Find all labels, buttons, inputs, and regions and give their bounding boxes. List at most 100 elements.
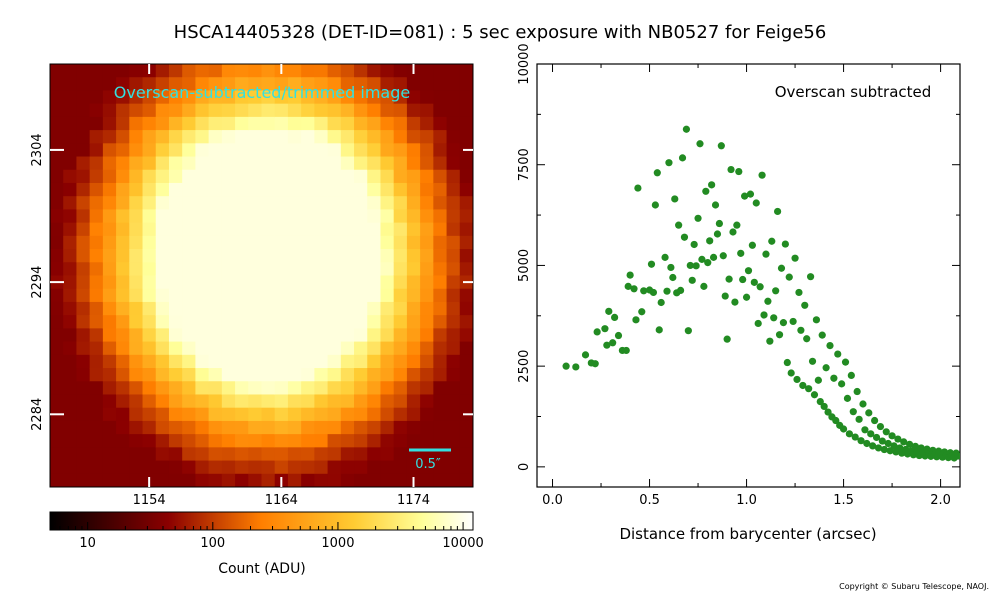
image-pixel [168,328,183,343]
image-pixel [63,420,78,435]
image-pixel [89,77,104,92]
image-pixel [314,315,329,329]
scatter-point [754,319,762,328]
image-pixel [168,420,183,435]
scatter-y-ticks: 0 2500 5000 7500 10000 [517,43,960,471]
scatter-point [711,201,720,209]
image-pixel [274,130,289,144]
image-pixel [142,169,157,184]
image-pixel [248,301,263,316]
image-pixel [274,434,289,448]
image-pixel [208,301,223,316]
scatter-frame [536,63,961,488]
image-pixel [393,209,408,224]
image-pixel [340,143,355,158]
image-pixel [380,143,395,158]
image-pixel [168,169,183,184]
image-pixel [354,156,368,171]
image-pixel [287,394,302,409]
image-pixel [354,328,368,343]
image-pixel [446,394,461,409]
image-pixel [248,460,263,475]
image-pixel [155,473,170,487]
image-pixel [221,103,236,118]
image-pixel [63,341,78,356]
image-pixel [63,275,78,290]
image-pixel [420,315,434,329]
image-pixel [446,341,461,356]
image-pixel [50,473,64,487]
image-pixel [50,169,64,184]
image-pixel [406,90,421,105]
image-pixel [63,156,78,171]
image-pixel [142,434,157,448]
image-pixel [327,420,342,435]
image-pixel [433,103,448,118]
image-pixel [380,156,395,171]
scatter-point [735,167,743,176]
scatter-point [772,287,780,295]
image-pixel [367,130,382,144]
image-pixel [446,301,461,316]
image-pixel [393,315,408,329]
image-pixel [340,196,355,211]
image-pixel [433,315,448,329]
image-pixel [433,235,448,250]
image-pixel [221,354,236,369]
image-pixel [314,394,329,409]
scatter-point [717,142,725,150]
image-pixel [168,381,183,396]
image-pixel [301,381,315,396]
image-pixel [314,328,329,343]
image-pixel [129,156,144,171]
image-pixel [142,394,157,409]
image-pixel [367,434,382,448]
colorbar-tick-label: 1000 [321,536,354,551]
image-pixel [195,222,210,237]
image-pixel [208,315,223,329]
scatter-point [774,207,782,216]
image-pixel [102,275,117,290]
image-pixel [301,116,315,131]
image-pixel [406,249,421,263]
image-pixel [446,196,461,211]
scatter-point [684,327,692,335]
scatter-point [853,387,861,396]
image-pixel [420,341,434,356]
scatter-point [839,425,848,433]
image-pixel [380,434,395,448]
image-pixel [195,130,210,144]
image-pixel [248,434,263,448]
image-pixel [102,169,117,184]
image-pixel [274,196,289,211]
image-pixel [168,341,183,356]
image-pixel [76,169,91,184]
image-pixel [248,407,263,422]
image-pixel [367,341,382,356]
image-pixel [314,116,329,131]
image-pixel [248,169,263,184]
image-pixel [459,460,473,475]
image-pixel [248,77,263,92]
image-pixel [393,381,408,396]
image-pixel [155,381,170,396]
image-pixel [116,182,130,197]
image-pixel [446,169,461,184]
image-pixel [235,143,249,158]
image-pixel [155,420,170,435]
image-pixel [182,262,197,277]
image-pixel [274,341,289,356]
image-pixel [208,275,223,290]
image-pixel [393,447,408,462]
scatter-point [894,435,902,443]
image-pixel [248,235,263,250]
image-pixel [367,156,382,171]
image-pixel [287,235,302,250]
image-pixel [221,328,236,343]
image-pixel [327,460,342,475]
image-pixel [314,354,329,369]
scatter-point [725,275,733,283]
image-pixel [142,275,157,290]
image-pixel [235,196,249,211]
image-pixel [446,315,461,329]
